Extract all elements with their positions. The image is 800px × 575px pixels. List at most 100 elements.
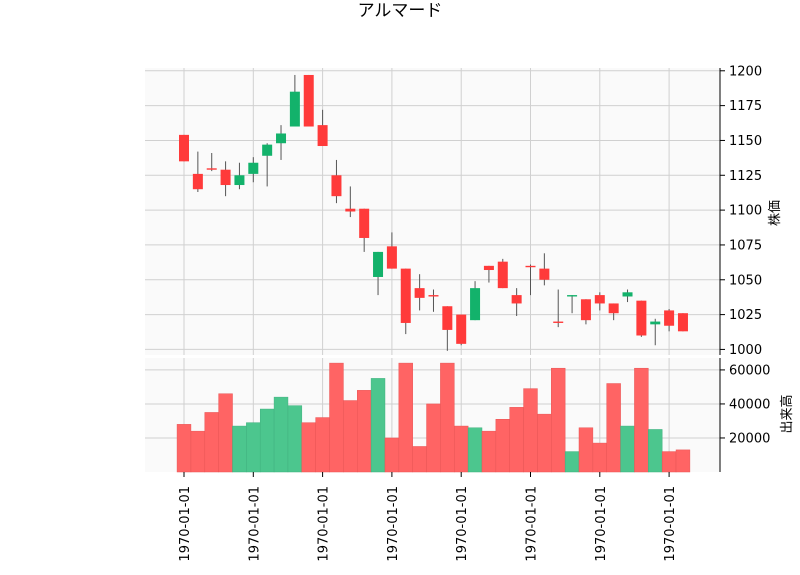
volume-bar [495,419,510,473]
candle-body [622,292,633,297]
candle-body [636,300,647,336]
candle-body [179,134,189,162]
candle-body [580,299,591,321]
volume-bar [578,427,594,473]
candle-body [192,173,203,190]
volume-bar [620,425,635,473]
volume-bar [246,422,261,473]
volume-bar [675,449,691,473]
volume-bar [398,362,413,473]
candle-body [470,288,481,321]
volume-bar [564,451,580,473]
volume-bar [301,422,316,473]
x-tick-label: 1970-01-01 [317,486,332,562]
candle-body [664,310,675,326]
volume-bar [370,378,386,473]
candle-body [456,314,467,344]
volume-bar [467,427,483,473]
volume-bar [426,403,441,473]
volume-panel: 20000 40000 60000 [145,358,770,473]
volume-bar [329,362,344,473]
volume-bar [606,383,621,473]
volume-bar [509,407,524,473]
volume-bar [634,367,649,473]
candle-body [234,175,245,186]
price-tick-label: 1150 [729,134,762,149]
candle-body [677,313,688,332]
candle-body [414,288,425,298]
volume-bar [481,430,497,473]
volume-bar [232,425,247,473]
candle-body [553,321,564,323]
x-tick-label: 1970-01-01 [247,486,262,562]
price-tick-label: 1100 [729,204,762,219]
candle-body [303,74,314,127]
candle-body [483,265,494,271]
price-tick-label: 1200 [729,64,762,79]
candle-body [594,295,605,304]
volume-bar [190,430,206,473]
candle-body [400,268,411,323]
candle-body [497,261,508,289]
candle-body [262,144,273,156]
candle-body [345,208,356,212]
volume-bar [384,437,400,473]
volume-bar [259,408,275,473]
chart-title: アルマード [357,1,443,21]
candle-body [359,208,370,238]
candle-body [317,125,328,147]
candle-body [276,133,287,144]
volume-tick-label: 20000 [729,431,770,446]
candle-body [248,162,259,174]
candle-body [206,168,217,170]
volume-bar [412,446,427,473]
volume-bar [592,442,607,473]
volume-bar [287,405,303,473]
candle-body [442,306,453,330]
volume-bar [537,413,552,473]
volume-bar [176,424,192,473]
volume-bar [357,390,372,473]
candle-body [608,303,619,314]
volume-bar [551,367,566,473]
price-tick-label: 1000 [729,343,762,358]
candle-body [386,246,397,269]
price-tick-label: 1050 [729,273,762,288]
price-axis-label: 株価 [768,200,783,226]
volume-tick-label: 40000 [729,397,770,412]
volume-bar [315,417,330,473]
volume-bar [204,412,219,473]
volume-bar [273,396,289,473]
volume-bar [218,393,233,473]
volume-bar [648,429,663,473]
candle-body [289,91,300,127]
x-tick-label: 1970-01-01 [386,486,401,562]
price-plot-area [145,68,720,355]
candle-body [220,169,231,186]
price-tick-label: 1125 [729,169,762,184]
price-panel: 1000 1025 1050 1075 1100 1125 1150 1175 1200 [145,64,762,358]
x-axis: 1970-01-01 1970-01-01 1970-01-01 1970-01-01… [178,472,678,562]
x-tick-label: 1970-01-01 [594,486,609,562]
x-tick-label: 1970-01-01 [178,486,193,562]
candle-body [428,295,439,297]
volume-tick-label: 60000 [729,363,770,378]
volume-axis-label: 出来高 [779,394,795,433]
candle-body [650,321,661,325]
price-tick-label: 1025 [729,308,762,323]
volume-bar [454,425,469,473]
candle-body [525,265,536,268]
x-tick-label: 1970-01-01 [663,486,678,562]
volume-bar [523,388,538,473]
candle-body [331,175,342,197]
candle-body [511,295,522,304]
candle-body [373,251,384,277]
volume-bar [440,362,455,473]
volume-bar [661,451,677,473]
price-tick-label: 1075 [729,238,762,253]
x-tick-label: 1970-01-01 [455,486,470,562]
volume-bar [343,400,358,473]
candle-body [539,268,550,280]
x-tick-label: 1970-01-01 [525,486,540,562]
